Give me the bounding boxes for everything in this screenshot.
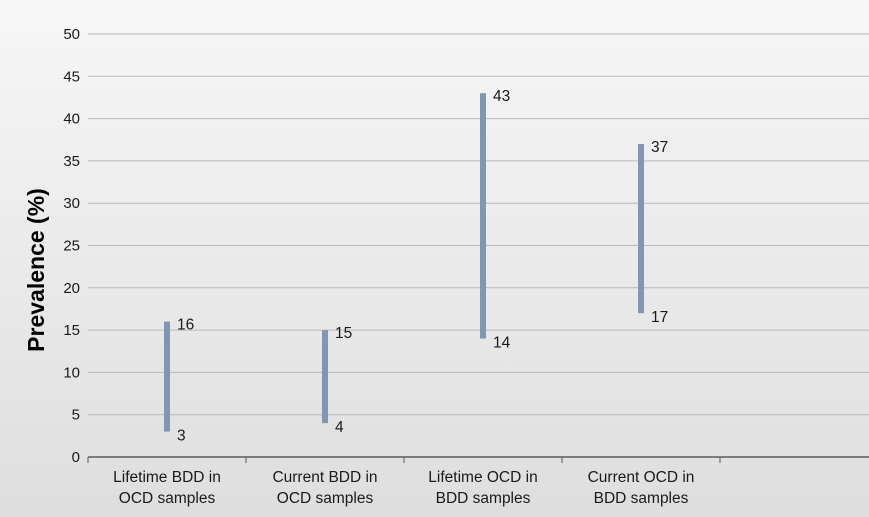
y-tick-label: 20 bbox=[63, 280, 80, 297]
x-category-label: BDD samples bbox=[594, 490, 689, 507]
y-tick-label: 35 bbox=[63, 153, 80, 170]
data-label-low: 14 bbox=[493, 335, 511, 352]
x-category-label: Lifetime BDD in bbox=[113, 469, 221, 486]
x-category-label: Lifetime OCD in bbox=[428, 469, 537, 486]
data-label-low: 4 bbox=[335, 419, 344, 436]
range-bar bbox=[480, 93, 486, 339]
data-label-high: 16 bbox=[177, 317, 194, 334]
y-tick-label: 50 bbox=[63, 26, 80, 43]
y-tick-label: 25 bbox=[63, 238, 80, 255]
data-label-high: 43 bbox=[493, 88, 510, 105]
y-tick-label: 10 bbox=[63, 364, 80, 381]
data-label-low: 17 bbox=[651, 309, 668, 326]
data-label-high: 15 bbox=[335, 325, 352, 342]
y-tick-label: 15 bbox=[63, 322, 80, 339]
range-bar bbox=[638, 143, 644, 314]
range-bar bbox=[322, 330, 328, 424]
range-bar bbox=[164, 321, 170, 432]
x-category-label: Current OCD in bbox=[588, 469, 695, 486]
y-tick-label: 40 bbox=[63, 111, 80, 128]
y-tick-label: 30 bbox=[63, 195, 80, 212]
x-category-label: BDD samples bbox=[436, 490, 531, 507]
data-label-high: 37 bbox=[651, 139, 668, 156]
y-tick-label: 0 bbox=[72, 449, 80, 466]
y-tick-label: 5 bbox=[72, 407, 80, 424]
x-category-label: Current BDD in bbox=[272, 469, 377, 486]
y-axis-title: Prevalence (%) bbox=[23, 188, 49, 352]
x-category-label: OCD samples bbox=[119, 490, 216, 507]
x-category-label: OCD samples bbox=[277, 490, 374, 507]
data-label-low: 3 bbox=[177, 428, 186, 445]
y-tick-label: 45 bbox=[63, 68, 80, 85]
